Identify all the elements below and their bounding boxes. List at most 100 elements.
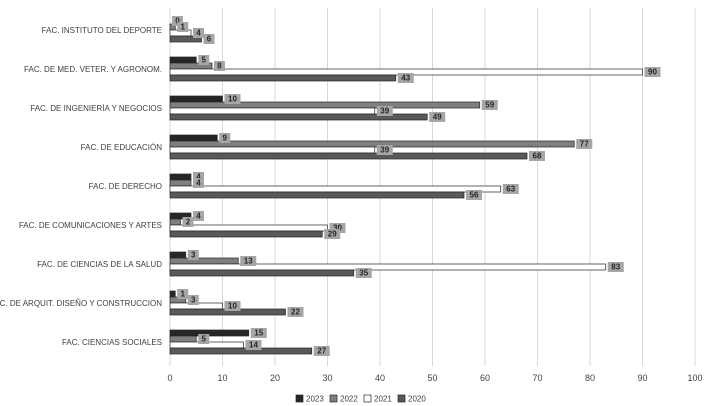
data-label-box	[172, 16, 183, 26]
x-tick-label: 40	[375, 373, 385, 383]
data-label: 8	[217, 62, 222, 71]
x-tick-label: 30	[322, 373, 332, 383]
data-label-box	[397, 73, 414, 83]
data-label: 15	[254, 329, 263, 338]
x-tick-label: 50	[427, 373, 437, 383]
data-label: 29	[328, 230, 337, 239]
data-label-box	[576, 139, 593, 149]
data-label-box	[224, 94, 241, 104]
data-label: 6	[207, 35, 212, 44]
data-label: 77	[580, 140, 589, 149]
data-label-box	[193, 172, 204, 182]
bar	[169, 185, 502, 193]
legend-swatch	[397, 394, 406, 403]
bar	[169, 113, 428, 121]
legend-label: 2023	[306, 395, 324, 404]
x-tick-label: 60	[480, 373, 490, 383]
x-tick-label: 70	[532, 373, 542, 383]
bar	[169, 74, 397, 82]
data-label-box	[240, 256, 257, 266]
data-label-box	[250, 328, 267, 338]
bar	[169, 56, 197, 64]
category-label: FAC. INSTITUTO DEL DEPORTE	[42, 26, 162, 35]
data-label: 43	[401, 74, 410, 83]
bar	[169, 290, 176, 298]
x-tick-label: 100	[687, 373, 702, 383]
data-label: 10	[228, 302, 237, 311]
data-label: 5	[202, 56, 207, 65]
legend-swatch	[295, 394, 304, 403]
data-label-box	[313, 346, 330, 356]
data-label: 2	[186, 218, 191, 227]
x-tick-label: 20	[270, 373, 280, 383]
data-label: 90	[648, 68, 657, 77]
category-label: FAC. CIENCIAS SOCIALES	[62, 338, 162, 347]
bar	[169, 134, 218, 142]
bar	[169, 224, 328, 232]
bar	[169, 269, 355, 277]
category-label: FAC. DE DERECHO	[89, 182, 162, 191]
data-label: 4	[196, 29, 201, 38]
data-label-box	[466, 190, 482, 200]
bar	[169, 230, 323, 238]
data-label: 3	[191, 251, 196, 260]
data-label-box	[529, 151, 545, 161]
bar	[169, 257, 239, 265]
bar	[169, 107, 376, 115]
data-label: 68	[533, 152, 542, 161]
data-label: 10	[228, 95, 237, 104]
data-label: 4	[196, 179, 201, 188]
data-label: 56	[470, 191, 479, 200]
data-label: 27	[317, 347, 326, 356]
data-label-box	[376, 106, 393, 116]
data-label-box	[429, 112, 446, 122]
legend-label: 2020	[408, 395, 426, 404]
data-label-box	[329, 223, 346, 233]
category-label: FAC. DE EDUCACIÓN	[81, 143, 163, 152]
bar	[169, 152, 528, 160]
x-tick-label: 10	[217, 373, 227, 383]
bar	[169, 35, 202, 43]
bar	[169, 347, 313, 355]
data-label: 59	[485, 101, 494, 110]
axis: 0 10 20 30 40 50 60 70 80 90 100 FAC. INSTITUTO DEL…	[0, 26, 703, 383]
category-label: FAC. DE ARQUIT. DISEÑO Y CONSTRUCCION	[0, 299, 162, 308]
legend-swatch	[329, 394, 338, 403]
bar	[169, 335, 197, 343]
data-label: 35	[359, 269, 368, 278]
data-label: 39	[380, 146, 389, 155]
category-label: FAC. DE INGENIERÍA Y NEGOCIOS	[30, 104, 162, 113]
data-label-box	[198, 334, 210, 344]
data-label-box	[187, 295, 199, 305]
x-tick-label: 80	[585, 373, 595, 383]
x-tick-label: 0	[167, 373, 172, 383]
data-label-box	[193, 28, 204, 38]
bar	[169, 95, 223, 103]
data-label: 1	[181, 23, 186, 32]
data-label-box	[324, 229, 341, 239]
data-label: 4	[196, 173, 201, 182]
category-label: FAC. DE MED. VETER. Y AGRONOM.	[24, 65, 162, 74]
bar	[169, 218, 181, 226]
bar	[169, 146, 376, 154]
bar	[169, 191, 465, 199]
legend-swatch	[363, 394, 372, 403]
data-label-box	[177, 289, 189, 299]
data-label-box	[193, 211, 204, 221]
data-label-box	[355, 268, 372, 278]
data-label-box	[607, 262, 624, 272]
data-label-box	[219, 133, 231, 143]
data-label: 30	[333, 224, 342, 233]
data-label-box	[502, 184, 519, 194]
data-label-box	[203, 34, 215, 44]
legend: 2023 2022 2021 2020	[295, 394, 426, 404]
data-label: 39	[380, 107, 389, 116]
bar	[169, 329, 250, 337]
data-label: 14	[249, 341, 258, 350]
data-label: 63	[506, 185, 515, 194]
bar	[169, 101, 481, 109]
bar	[169, 251, 187, 259]
data-label-box	[245, 340, 262, 350]
data-label: 22	[291, 308, 300, 317]
